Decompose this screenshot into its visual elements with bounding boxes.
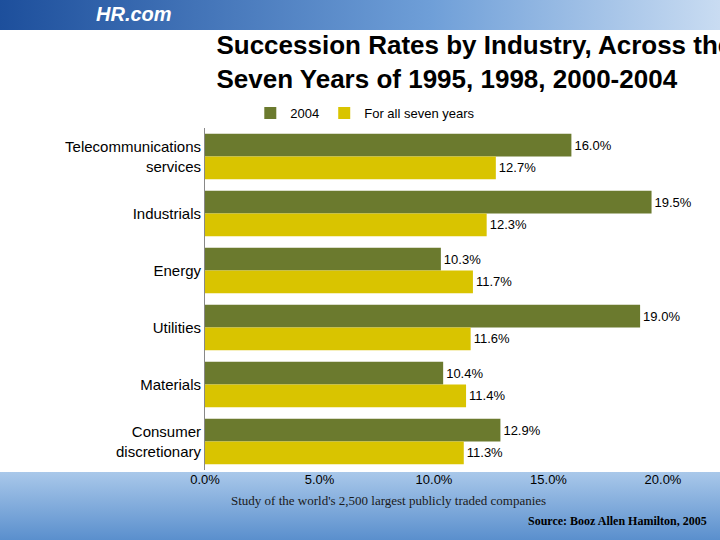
svg-text:Source: Booz Allen Hamilton, 2: Source: Booz Allen Hamilton, 2005 <box>528 514 707 528</box>
svg-text:For all seven years: For all seven years <box>364 106 474 121</box>
svg-text:Succession Rates by Industry,: Succession Rates by Industry, Across the… <box>216 30 720 94</box>
svg-text:19.0%: 19.0% <box>643 309 680 324</box>
svg-text:15.0%: 15.0% <box>530 472 567 487</box>
svg-text:12.9%: 12.9% <box>503 423 540 438</box>
svg-text:10.3%: 10.3% <box>444 252 481 267</box>
svg-text:Materials: Materials <box>140 376 201 393</box>
svg-text:11.6%: 11.6% <box>474 331 510 346</box>
svg-text:11.3%: 11.3% <box>467 445 503 460</box>
svg-text:Telecommunicationsservices: Telecommunicationsservices <box>65 138 201 175</box>
svg-text:Industrials: Industrials <box>133 205 201 222</box>
svg-text:0.0%: 0.0% <box>190 472 220 487</box>
svg-text:20.0%: 20.0% <box>645 472 682 487</box>
svg-text:Study of the world's 2,500 lar: Study of the world's 2,500 largest publi… <box>231 493 546 508</box>
html-text:HR.com: HR.com <box>96 3 172 25</box>
svg-text:Utilities: Utilities <box>153 319 201 336</box>
svg-text:12.7%: 12.7% <box>499 160 536 175</box>
svg-text:Energy: Energy <box>153 262 201 279</box>
svg-text:2004: 2004 <box>290 106 319 121</box>
svg-text:5.0%: 5.0% <box>305 472 335 487</box>
svg-text:12.3%: 12.3% <box>490 217 527 232</box>
svg-text:19.5%: 19.5% <box>655 195 692 210</box>
svg-text:16.0%: 16.0% <box>574 138 611 153</box>
svg-text:11.4%: 11.4% <box>469 388 505 403</box>
svg-text:10.0%: 10.0% <box>416 472 453 487</box>
svg-text:10.4%: 10.4% <box>446 366 483 381</box>
svg-text:Consumerdiscretionary: Consumerdiscretionary <box>116 423 202 460</box>
svg-text:11.7%: 11.7% <box>476 274 512 289</box>
